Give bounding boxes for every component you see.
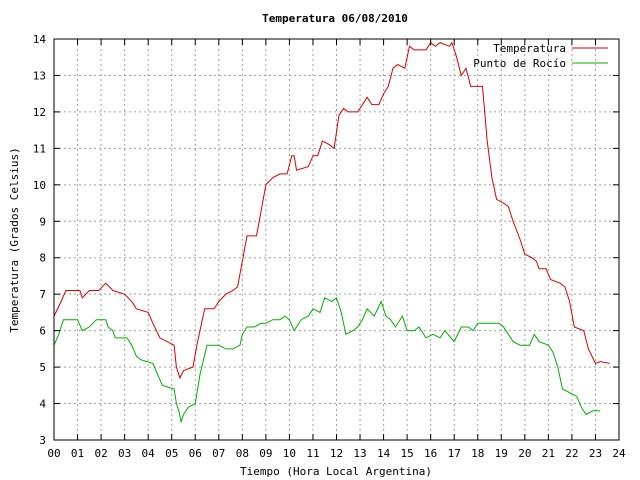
- x-tick-label: 13: [353, 447, 366, 460]
- x-tick-label: 14: [377, 447, 391, 460]
- y-tick-labels: 3 4 5 6 7 8 9 10 11 12 13 14: [33, 33, 47, 447]
- y-tick-label: 11: [33, 142, 46, 155]
- y-tick-label: 6: [39, 325, 46, 338]
- y-axis-label: Temperatura (Grados Celsius): [8, 147, 21, 332]
- x-tick-label: 16: [424, 447, 437, 460]
- x-tick-label: 03: [118, 447, 131, 460]
- chart-title: Temperatura 06/08/2010: [262, 12, 408, 25]
- y-tick-label: 14: [33, 33, 47, 46]
- x-tick-label: 22: [565, 447, 578, 460]
- x-axis-label: Tiempo (Hora Local Argentina): [240, 465, 432, 478]
- legend-label: Temperatura: [493, 42, 566, 55]
- x-tick-label: 20: [518, 447, 531, 460]
- series-line-0: [53, 41, 610, 380]
- axis-ticks: [53, 38, 620, 441]
- x-tick-label: 05: [165, 447, 178, 460]
- x-tick-label: 01: [71, 447, 84, 460]
- x-tick-label: 24: [612, 447, 626, 460]
- x-tick-label: 18: [471, 447, 484, 460]
- x-tick-label: 21: [542, 447, 555, 460]
- y-tick-label: 3: [39, 434, 46, 447]
- x-tick-label: 10: [283, 447, 296, 460]
- y-tick-label: 4: [39, 398, 46, 411]
- x-tick-label: 02: [94, 447, 107, 460]
- y-tick-label: 5: [39, 361, 46, 374]
- x-tick-label: 15: [401, 447, 414, 460]
- x-tick-label: 11: [306, 447, 319, 460]
- x-tick-label: 23: [589, 447, 602, 460]
- y-tick-label: 10: [33, 179, 46, 192]
- x-tick-label: 17: [448, 447, 461, 460]
- legend: Temperatura Punto de Rocío: [473, 42, 608, 70]
- legend-label: Punto de Rocío: [473, 57, 566, 70]
- y-tick-label: 9: [39, 215, 46, 228]
- series-lines: [53, 41, 610, 424]
- x-tick-labels: 00 01 02 03 04 05 06 07 08 09 10 11 12 13 14 15 16 17 18 19…: [47, 447, 626, 460]
- x-tick-label: 00: [47, 447, 60, 460]
- x-tick-label: 19: [495, 447, 508, 460]
- grid: [54, 39, 619, 440]
- y-tick-label: 8: [39, 252, 46, 265]
- x-tick-label: 04: [142, 447, 156, 460]
- y-tick-label: 13: [33, 69, 46, 82]
- x-tick-label: 07: [212, 447, 225, 460]
- y-tick-label: 12: [33, 106, 46, 119]
- series-line-1: [53, 296, 601, 424]
- x-tick-label: 12: [330, 447, 343, 460]
- y-tick-label: 7: [39, 288, 46, 301]
- x-tick-label: 06: [189, 447, 202, 460]
- x-tick-label: 09: [259, 447, 272, 460]
- x-tick-label: 08: [236, 447, 249, 460]
